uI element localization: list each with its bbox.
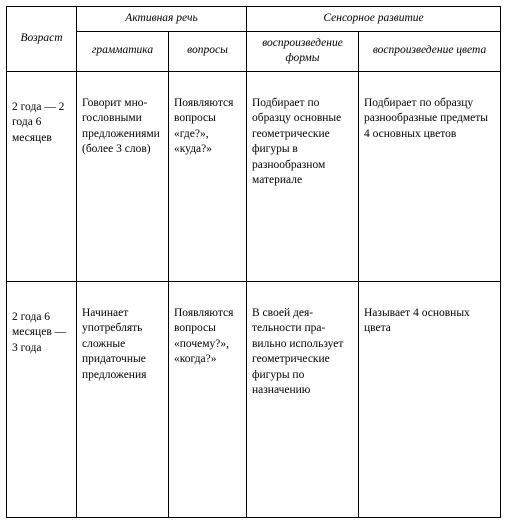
col-header-sensory: Сенсорное развитие [247, 7, 501, 32]
development-table: Возраст Активная речь Сенсорное развитие… [6, 6, 501, 518]
table-row: 2 года 6 месяцев — 3 года Начинает употр… [7, 281, 501, 517]
cell-form: В своей дея­тельности пра­вильно ис­поль… [247, 281, 359, 517]
cell-questions: Появляются вопросы «почему?», «когда?» [169, 281, 247, 517]
cell-color: Называет 4 основных цвета [359, 281, 501, 517]
cell-age: 2 года 6 месяцев — 3 года [7, 281, 77, 517]
table-row: 2 года — 2 года 6 месяцев Говорит мно­го… [7, 71, 501, 281]
col-header-active-speech: Активная речь [77, 7, 247, 32]
cell-grammar: Начинает употреблять сложные придаточные… [77, 281, 169, 517]
col-header-questions: вопросы [169, 31, 247, 71]
cell-grammar: Говорит мно­гословными предложени­ями (б… [77, 71, 169, 281]
cell-questions: Появляются вопросы «где?», «куда?» [169, 71, 247, 281]
col-header-grammar: грамматика [77, 31, 169, 71]
col-header-age: Возраст [7, 7, 77, 72]
cell-color: Подбирает по образцу разнообразные пред­… [359, 71, 501, 281]
cell-form: Подбирает по образцу основ­ные геометри­… [247, 71, 359, 281]
cell-age: 2 года — 2 года 6 месяцев [7, 71, 77, 281]
col-header-color: воспроизведение цвета [359, 31, 501, 71]
col-header-form: воспроизведение формы [247, 31, 359, 71]
